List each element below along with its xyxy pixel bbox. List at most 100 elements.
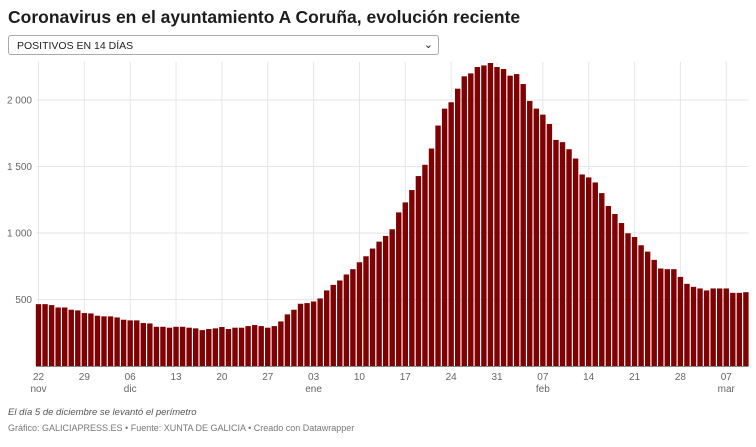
- bar: 09 dic: 320: [147, 323, 153, 366]
- bar: 05 mar: 583: [710, 288, 716, 366]
- bar: 25 feb: 733: [658, 268, 664, 366]
- chart-note: El día 5 de diciembre se levantó el perí…: [8, 407, 197, 418]
- bars: 22 nov: 46523 nov: 46524 nov: 45825 nov:…: [35, 63, 749, 367]
- bar: 10 ene: 780: [356, 262, 363, 366]
- bar: 20 dic: 293: [219, 327, 225, 366]
- bar: 24 ene: 1983: [448, 102, 454, 367]
- bar: 23 nov: 465: [42, 304, 48, 366]
- bar: 26 ene: 2178: [461, 76, 467, 367]
- bar: 06 ene: 610: [330, 284, 336, 366]
- bar: 28 nov: 418: [75, 310, 81, 366]
- bar: 11 ene: 825: [363, 256, 369, 366]
- bar: 04 ene: 508: [317, 298, 323, 366]
- bar: 23 ene: 1935: [441, 108, 448, 367]
- bar: 23 feb: 860: [644, 251, 651, 366]
- bar: 25 ene: 2085: [455, 88, 461, 366]
- bar: 01 dic: 378: [94, 315, 101, 366]
- x-tick-label: 03: [308, 372, 320, 383]
- bar: 22 feb: 908: [638, 245, 644, 366]
- bar: 28 feb: 670: [677, 276, 684, 366]
- bar: 27 ene: 2200: [468, 73, 474, 367]
- bar: 30 dic: 388: [284, 314, 291, 366]
- bar: 29 nov: 398: [81, 313, 88, 366]
- bar: 05 feb: 1993: [527, 100, 533, 366]
- x-month-label: ene: [305, 384, 322, 395]
- bar: 05 ene: 568: [324, 290, 330, 366]
- bar: 03 feb: 2195: [513, 74, 520, 366]
- bar: 08 feb: 1820: [546, 123, 553, 366]
- bar: 13 feb: 1440: [579, 174, 585, 366]
- bar: 06 feb: 1935: [533, 108, 539, 367]
- bar: 16 ene: 1155: [396, 212, 402, 366]
- bar: 25 nov: 440: [55, 307, 61, 366]
- x-tick-label: 06: [125, 372, 137, 383]
- y-tick-label: 500: [15, 295, 32, 306]
- x-tick-label: 31: [491, 372, 503, 383]
- bar: 13 dic: 295: [173, 326, 179, 366]
- bar: 20 feb: 998: [625, 233, 631, 366]
- bar: 11 dic: 295: [160, 326, 166, 366]
- bar: 18 ene: 1323: [409, 190, 415, 366]
- bar: 02 feb: 2183: [507, 75, 513, 366]
- bar: 23 dic: 288: [238, 327, 245, 366]
- bar: 09 ene: 728: [350, 269, 356, 366]
- bar: 07 feb: 1890: [540, 114, 546, 366]
- bar: 01 mar: 618: [684, 283, 690, 366]
- bar: 03 ene: 485: [310, 301, 317, 366]
- bar: 22 dic: 288: [232, 327, 238, 366]
- x-tick-label: 07: [537, 372, 549, 383]
- bar: 04 feb: 2120: [520, 84, 526, 366]
- x-tick-label: 14: [583, 372, 595, 383]
- bar: 08 dic: 323: [140, 323, 146, 366]
- bar: 26 nov: 440: [62, 307, 68, 366]
- bar: 18 dic: 278: [206, 329, 212, 366]
- bar: 21 feb: 970: [631, 236, 638, 366]
- x-month-label: feb: [536, 384, 550, 395]
- y-tick-label: 1 000: [7, 229, 32, 240]
- bar: 01 feb: 2233: [500, 69, 507, 367]
- x-month-label: nov: [30, 384, 46, 395]
- x-tick-label: 10: [354, 372, 366, 383]
- bar: 31 dic: 423: [291, 309, 297, 366]
- bar: 22 nov: 465: [35, 304, 42, 366]
- bar: 10 mar: 555: [743, 292, 749, 366]
- bar: 12 dic: 288: [166, 327, 173, 366]
- bar: 08 ene: 688: [343, 274, 350, 366]
- x-tick-label: 20: [216, 372, 228, 383]
- x-month-label: dic: [124, 384, 137, 395]
- bar: 26 feb: 728: [664, 269, 670, 366]
- bar: 22 ene: 1808: [435, 125, 441, 366]
- x-tick-label: 07: [721, 372, 733, 383]
- bar: 18 feb: 1143: [612, 213, 618, 366]
- bar: 31 ene: 2248: [494, 67, 500, 367]
- bar: 15 dic: 288: [186, 327, 192, 366]
- x-tick-label: 17: [400, 372, 412, 383]
- bar: 10 dic: 295: [153, 326, 160, 366]
- bar: 30 ene: 2278: [487, 63, 494, 366]
- bar: 25 dic: 308: [251, 325, 258, 366]
- bar: 17 feb: 1203: [605, 206, 612, 366]
- bar: 15 feb: 1380: [592, 182, 598, 366]
- x-tick-label: 22: [33, 372, 45, 383]
- bar: 17 dic: 270: [199, 330, 205, 366]
- bar: 03 dic: 373: [107, 316, 114, 366]
- x-tick-label: 27: [262, 372, 274, 383]
- bar: 05 dic: 348: [120, 319, 127, 366]
- y-tick-label: 1 500: [7, 162, 32, 173]
- bar: 24 feb: 798: [651, 259, 657, 366]
- bar: 28 ene: 2248: [474, 67, 481, 367]
- chart-title: Coronavirus en el ayuntamiento A Coruña,…: [8, 7, 521, 27]
- bar: 04 mar: 568: [703, 290, 710, 366]
- bar: 12 ene: 883: [369, 248, 376, 366]
- bar: 26 dic: 300: [258, 326, 264, 366]
- metric-select[interactable]: POSITIVOS EN 14 DÍAS ⌄: [8, 35, 439, 55]
- bar: 09 feb: 1700: [553, 139, 559, 366]
- bar: 02 mar: 595: [690, 286, 697, 366]
- bar: 02 ene: 473: [304, 303, 310, 366]
- bar: 28 dic: 300: [271, 326, 277, 366]
- bar: 21 ene: 1635: [428, 148, 435, 366]
- bar: 10 feb: 1683: [559, 142, 566, 366]
- bar: 14 feb: 1418: [586, 177, 592, 366]
- bar: 27 feb: 728: [671, 269, 677, 366]
